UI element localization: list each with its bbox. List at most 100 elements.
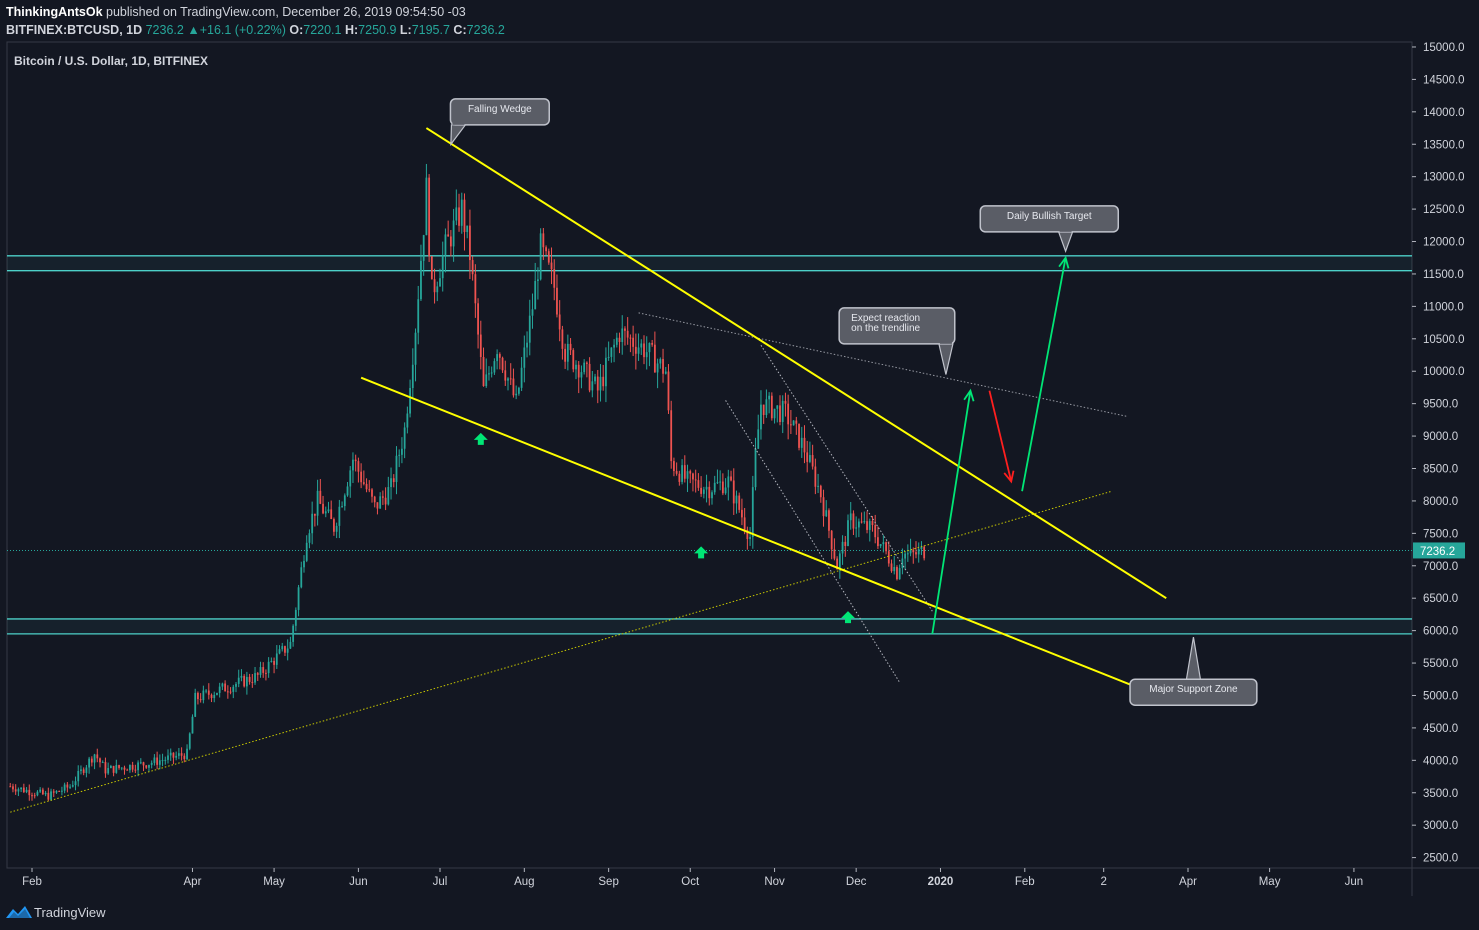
- candle: [25, 789, 28, 793]
- green-up-arrow-icon: [841, 611, 855, 624]
- candle: [868, 521, 871, 530]
- candle: [498, 354, 501, 358]
- candle: [387, 487, 390, 505]
- candle: [479, 334, 482, 358]
- candle: [436, 286, 439, 293]
- projection-up-arrow[interactable]: [931, 390, 972, 635]
- candle: [738, 495, 741, 510]
- candle: [265, 672, 267, 674]
- candle: [294, 609, 297, 626]
- candle: [120, 767, 123, 769]
- callout-daily-target[interactable]: Daily Bullish Target: [979, 205, 1120, 254]
- y-tick-label: 13500.0: [1423, 139, 1465, 151]
- author-name[interactable]: ThinkingAntsOk: [6, 5, 103, 19]
- candle: [537, 279, 539, 282]
- candle: [803, 437, 806, 453]
- candle: [697, 480, 700, 488]
- tradingview-brand[interactable]: TradingView: [34, 905, 106, 920]
- candle: [615, 337, 618, 345]
- candle: [583, 362, 586, 373]
- callout-text: Daily Bullish Target: [1007, 211, 1092, 222]
- candle: [716, 482, 719, 484]
- candle: [123, 767, 126, 770]
- channel-lower-dotted-line[interactable]: [725, 400, 901, 683]
- candle: [303, 560, 305, 568]
- callout-major-support[interactable]: Major Support Zone: [1129, 637, 1258, 706]
- target-up-arrow[interactable]: [1021, 257, 1067, 492]
- candle: [689, 471, 692, 474]
- price-chart[interactable]: Bitcoin / U.S. Dollar, 1D, BITFINEX Fall…: [0, 0, 1479, 896]
- candle: [795, 420, 798, 424]
- callout-text: Expect reaction: [851, 313, 920, 324]
- channel-upper-dotted-line[interactable]: [760, 345, 933, 612]
- candle: [877, 537, 879, 547]
- callout-pointer: [450, 124, 467, 147]
- candle: [836, 558, 839, 570]
- symbol-label: BITFINEX:BTCUSD, 1D: [6, 23, 143, 37]
- candle: [526, 342, 528, 348]
- tradingview-logo-icon[interactable]: [6, 905, 32, 919]
- candle: [556, 287, 558, 315]
- candle: [183, 755, 186, 760]
- candle: [482, 357, 485, 387]
- x-tick-label: Feb: [1015, 876, 1035, 888]
- candle: [308, 533, 311, 543]
- candle: [545, 247, 547, 252]
- candle: [109, 765, 112, 769]
- candle: [169, 752, 172, 756]
- callout-falling-wedge[interactable]: Falling Wedge: [449, 98, 550, 147]
- y-tick-label: 12000.0: [1423, 237, 1465, 249]
- candle: [425, 177, 428, 236]
- candle: [245, 676, 248, 687]
- candle: [814, 466, 817, 487]
- callout-box: [838, 307, 956, 345]
- callout-joint: [939, 341, 952, 344]
- candle: [485, 374, 488, 387]
- candle: [148, 764, 150, 768]
- wedge-upper-line[interactable]: [425, 127, 1167, 600]
- candle: [289, 641, 292, 649]
- candle: [202, 690, 205, 701]
- long-support-trendline[interactable]: [10, 490, 1112, 813]
- candle: [224, 683, 227, 692]
- candle: [539, 233, 542, 280]
- dotted-resistance-trendline[interactable]: [638, 312, 1129, 418]
- callout-text: Major Support Zone: [1149, 684, 1238, 695]
- candle: [490, 372, 493, 374]
- y-tick-label: 15000.0: [1423, 42, 1465, 54]
- change-up-icon: ▲: [187, 23, 200, 37]
- candle: [191, 716, 194, 734]
- candle: [806, 452, 809, 462]
- wedge-lower-line[interactable]: [360, 376, 1145, 692]
- candle: [50, 791, 52, 800]
- x-tick-label: May: [263, 876, 285, 888]
- candle: [330, 509, 333, 520]
- candle: [547, 251, 550, 263]
- candle: [229, 691, 232, 693]
- candle: [17, 789, 20, 792]
- target-up-arrow-head: [1058, 255, 1070, 269]
- candle: [915, 552, 917, 555]
- candle: [471, 260, 474, 275]
- candle: [798, 423, 800, 448]
- candle: [863, 521, 866, 523]
- candle: [237, 677, 240, 684]
- candle: [724, 487, 727, 494]
- x-tick-label: Dec: [846, 876, 867, 888]
- candle: [512, 378, 515, 396]
- candle: [822, 497, 825, 517]
- footer-bar: [0, 896, 1479, 930]
- candle: [596, 376, 599, 391]
- candle: [564, 348, 567, 362]
- candle: [901, 558, 904, 569]
- projection-down-arrow[interactable]: [988, 390, 1013, 482]
- candle: [322, 503, 324, 514]
- callout-box: [1129, 678, 1258, 706]
- candle: [254, 673, 256, 683]
- candle: [150, 762, 153, 765]
- candle: [792, 420, 795, 426]
- y-tick-label: 10500.0: [1423, 334, 1465, 346]
- x-tick-label: Oct: [681, 876, 700, 888]
- candle: [534, 281, 537, 310]
